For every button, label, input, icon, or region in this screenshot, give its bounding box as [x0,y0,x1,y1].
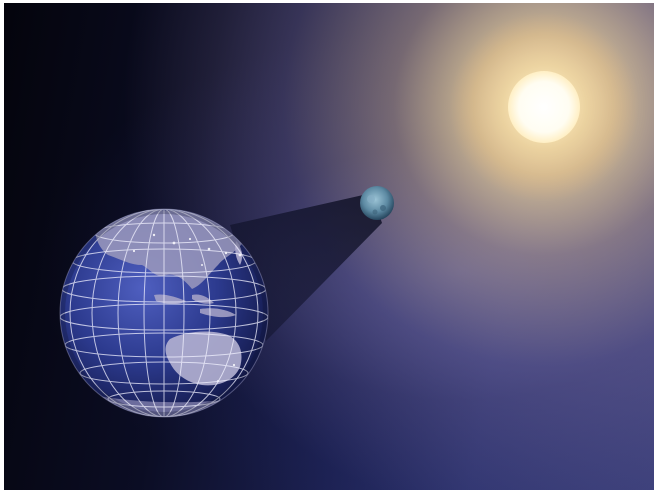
umbra-shadow [230,193,382,341]
eclipse-illustration [59,12,639,418]
solar-eclipse-scene [4,3,654,490]
sun-icon [449,12,639,202]
earth-icon [59,208,269,418]
moon-icon [360,186,394,220]
